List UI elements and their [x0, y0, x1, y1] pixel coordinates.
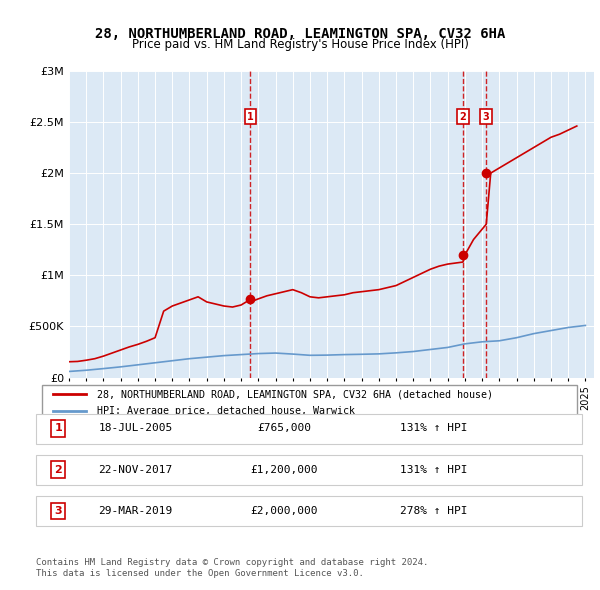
Text: 1: 1 [247, 112, 254, 122]
Text: £765,000: £765,000 [257, 424, 311, 433]
Text: 278% ↑ HPI: 278% ↑ HPI [400, 506, 467, 516]
FancyBboxPatch shape [36, 414, 583, 444]
Text: This data is licensed under the Open Government Licence v3.0.: This data is licensed under the Open Gov… [36, 569, 364, 578]
Text: 131% ↑ HPI: 131% ↑ HPI [400, 465, 467, 474]
FancyBboxPatch shape [36, 496, 583, 526]
Text: 28, NORTHUMBERLAND ROAD, LEAMINGTON SPA, CV32 6HA: 28, NORTHUMBERLAND ROAD, LEAMINGTON SPA,… [95, 27, 505, 41]
Text: 1: 1 [54, 424, 62, 433]
Text: 3: 3 [54, 506, 62, 516]
Text: 18-JUL-2005: 18-JUL-2005 [98, 424, 172, 433]
Text: HPI: Average price, detached house, Warwick: HPI: Average price, detached house, Warw… [97, 406, 355, 416]
Text: Contains HM Land Registry data © Crown copyright and database right 2024.: Contains HM Land Registry data © Crown c… [36, 558, 428, 566]
Text: 22-NOV-2017: 22-NOV-2017 [98, 465, 172, 474]
Text: 3: 3 [483, 112, 490, 122]
Text: 131% ↑ HPI: 131% ↑ HPI [400, 424, 467, 433]
Text: 2: 2 [460, 112, 466, 122]
FancyBboxPatch shape [36, 455, 583, 485]
Text: £1,200,000: £1,200,000 [251, 465, 318, 474]
Text: 29-MAR-2019: 29-MAR-2019 [98, 506, 172, 516]
FancyBboxPatch shape [41, 385, 577, 420]
Text: 28, NORTHUMBERLAND ROAD, LEAMINGTON SPA, CV32 6HA (detached house): 28, NORTHUMBERLAND ROAD, LEAMINGTON SPA,… [97, 389, 493, 399]
Text: Price paid vs. HM Land Registry's House Price Index (HPI): Price paid vs. HM Land Registry's House … [131, 38, 469, 51]
Text: £2,000,000: £2,000,000 [251, 506, 318, 516]
Text: 2: 2 [54, 465, 62, 474]
